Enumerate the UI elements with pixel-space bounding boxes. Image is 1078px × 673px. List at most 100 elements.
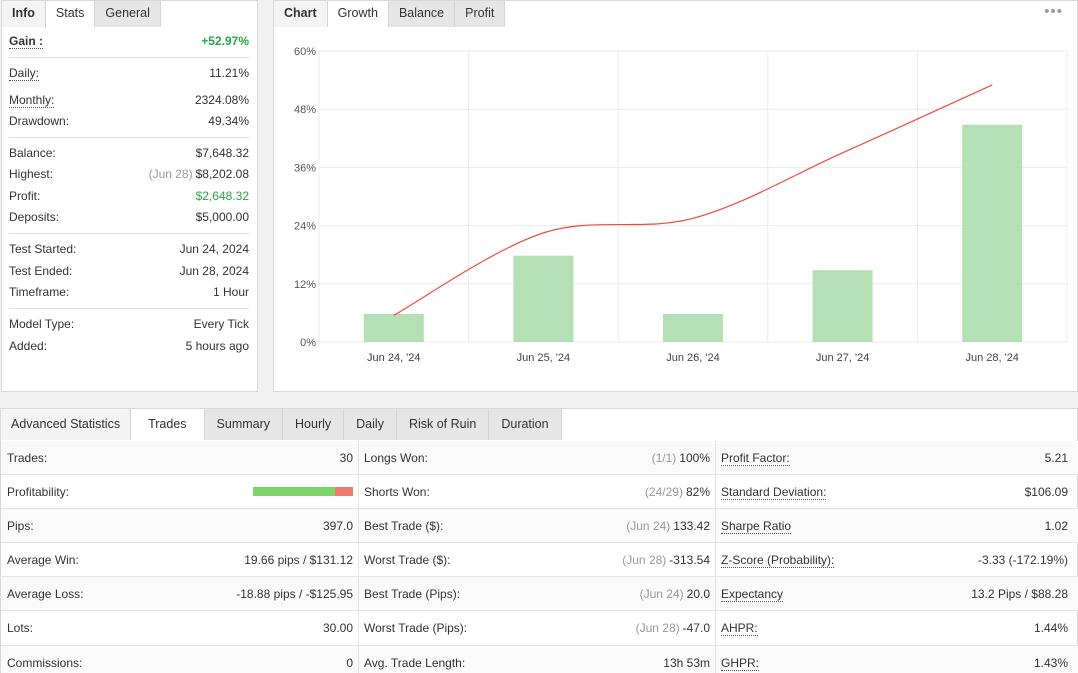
- gain-label[interactable]: Gain :: [9, 34, 44, 49]
- stat-label[interactable]: Sharpe Ratio: [721, 519, 792, 535]
- y-tick-label: 0%: [300, 337, 316, 349]
- advanced-statistics-panel: Advanced Statistics Trades Summary Hourl…: [0, 408, 1078, 673]
- stat-value: -313.54: [669, 553, 710, 568]
- stat-label: Best Trade (Pips):: [364, 587, 461, 602]
- stat-label: Best Trade ($):: [364, 519, 444, 534]
- tab-info: Info: [2, 1, 46, 27]
- stat-detail: (Jun 24): [639, 587, 684, 602]
- divider: [358, 543, 359, 578]
- tab-general[interactable]: General: [95, 1, 161, 27]
- stat-value: 0: [346, 655, 353, 670]
- stat-label: Commissions:: [7, 655, 83, 670]
- x-tick-label: Jun 26, '24: [666, 352, 719, 364]
- test-ended-value: Jun 28, 2024: [179, 263, 249, 278]
- tab-trades[interactable]: Trades: [131, 409, 205, 440]
- model-type-row: Model Type: Every Tick: [9, 314, 249, 335]
- info-tabs: Info Stats General: [2, 1, 161, 27]
- stat-value: -3.33 (-172.19%): [977, 553, 1068, 568]
- divider: [358, 577, 359, 612]
- added-value: 5 hours ago: [185, 338, 249, 353]
- tab-stats[interactable]: Stats: [45, 1, 96, 27]
- added-row: Added: 5 hours ago: [9, 336, 249, 357]
- divider: [9, 233, 249, 235]
- stat-label[interactable]: Standard Deviation:: [721, 485, 827, 501]
- table-row: Profitability: Shorts Won: (24/29) 82% Stand…: [1, 475, 1078, 510]
- profitability-won-fill: [253, 487, 335, 497]
- added-label: Added:: [9, 338, 48, 353]
- test-started-label: Test Started:: [9, 242, 77, 257]
- tab-growth[interactable]: Growth: [327, 1, 389, 27]
- y-tick-label: 36%: [294, 162, 316, 174]
- highest-value: $8,202.08: [195, 167, 249, 182]
- stat-value: 13.2 Pips / $88.28: [971, 587, 1068, 602]
- chart-panel: Chart Growth Balance Profit ••• 0% 12% 24%…: [273, 0, 1078, 392]
- divider: [358, 509, 359, 544]
- advanced-tabs: Advanced Statistics Trades Summary Hourl…: [1, 409, 562, 440]
- stat-value: 82%: [685, 485, 710, 500]
- tab-duration[interactable]: Duration: [489, 409, 562, 440]
- info-panel: Info Stats General Gain : +52.97% Daily:…: [1, 0, 258, 392]
- stat-value: 1.43%: [1033, 655, 1068, 670]
- stat-detail: (1/1): [651, 451, 677, 465]
- stat-label: Longs Won:: [364, 451, 428, 465]
- profit-row: Profit: $2,648.32: [9, 186, 249, 207]
- profitability-lost-fill: [335, 487, 353, 497]
- drawdown-label: Drawdown:: [9, 113, 70, 128]
- stat-label: Pips:: [7, 519, 34, 534]
- stat-label: Worst Trade ($):: [364, 553, 451, 568]
- stat-label[interactable]: AHPR:: [721, 621, 758, 637]
- daily-value: 11.21%: [209, 66, 249, 81]
- tab-summary[interactable]: Summary: [204, 409, 284, 440]
- deposits-label: Deposits:: [9, 210, 60, 225]
- stat-value: $106.09: [1024, 485, 1068, 500]
- tab-risk-of-ruin[interactable]: Risk of Ruin: [396, 409, 490, 440]
- divider: [358, 441, 359, 475]
- stat-value: 133.42: [673, 519, 710, 534]
- tab-balance[interactable]: Balance: [388, 1, 456, 27]
- stat-label[interactable]: GHPR:: [721, 655, 760, 671]
- y-tick-label: 60%: [294, 46, 316, 58]
- drawdown-value: 49.34%: [208, 113, 249, 128]
- monthly-label[interactable]: Monthly:: [9, 92, 55, 108]
- tab-daily[interactable]: Daily: [344, 409, 397, 440]
- stat-value: 1.44%: [1033, 621, 1068, 636]
- info-stats: Gain : +52.97% Daily: 11.21% Monthly: 23…: [9, 27, 249, 357]
- balance-label: Balance:: [9, 146, 56, 161]
- tab-advanced-statistics: Advanced Statistics: [1, 409, 132, 440]
- gain-value: +52.97%: [201, 34, 249, 48]
- divider: [9, 308, 249, 310]
- table-row: Lots: 30.00 Worst Trade (Pips): (Jun 28) -47…: [1, 611, 1078, 646]
- balance-row: Balance: $7,648.32: [9, 143, 249, 164]
- table-row: Average Loss: -18.88 pips / -$125.95 Best …: [1, 577, 1078, 612]
- stat-label[interactable]: Z-Score (Probability):: [721, 553, 835, 569]
- stat-value: 13h 53m: [663, 655, 710, 670]
- divider: [715, 441, 716, 475]
- stat-value: 30: [339, 451, 353, 465]
- tab-profit[interactable]: Profit: [455, 1, 506, 27]
- y-tick-label: 12%: [294, 279, 316, 291]
- highest-row: Highest: (Jun 28) $8,202.08: [9, 164, 249, 185]
- divider: [358, 611, 359, 646]
- stat-label[interactable]: Expectancy: [721, 587, 784, 603]
- test-ended-label: Test Ended:: [9, 263, 73, 278]
- stat-label: Avg. Trade Length:: [364, 655, 466, 670]
- x-tick-label: Jun 25, '24: [517, 352, 570, 364]
- trades-stats-table: Trades: 30 Longs Won: (1/1) 100% Profit Facto…: [1, 441, 1078, 673]
- more-dots-icon[interactable]: •••: [1044, 3, 1063, 20]
- stat-value: 397.0: [322, 519, 353, 534]
- bar: [513, 255, 574, 342]
- test-started-value: Jun 24, 2024: [179, 242, 249, 257]
- y-tick-label: 24%: [294, 221, 316, 233]
- tab-hourly[interactable]: Hourly: [283, 409, 345, 440]
- stat-value: 19.66 pips / $131.12: [244, 553, 353, 568]
- stat-label[interactable]: Profit Factor:: [721, 451, 790, 466]
- stat-label: Trades:: [7, 451, 48, 465]
- divider: [715, 475, 716, 510]
- divider: [715, 509, 716, 544]
- daily-label[interactable]: Daily:: [9, 66, 40, 82]
- balance-value: $7,648.32: [195, 146, 249, 161]
- stat-detail: (24/29): [644, 485, 683, 500]
- stat-detail: (Jun 28): [635, 621, 680, 636]
- profitability-bar: [253, 487, 353, 497]
- x-tick-label: Jun 28, '24: [965, 352, 1018, 364]
